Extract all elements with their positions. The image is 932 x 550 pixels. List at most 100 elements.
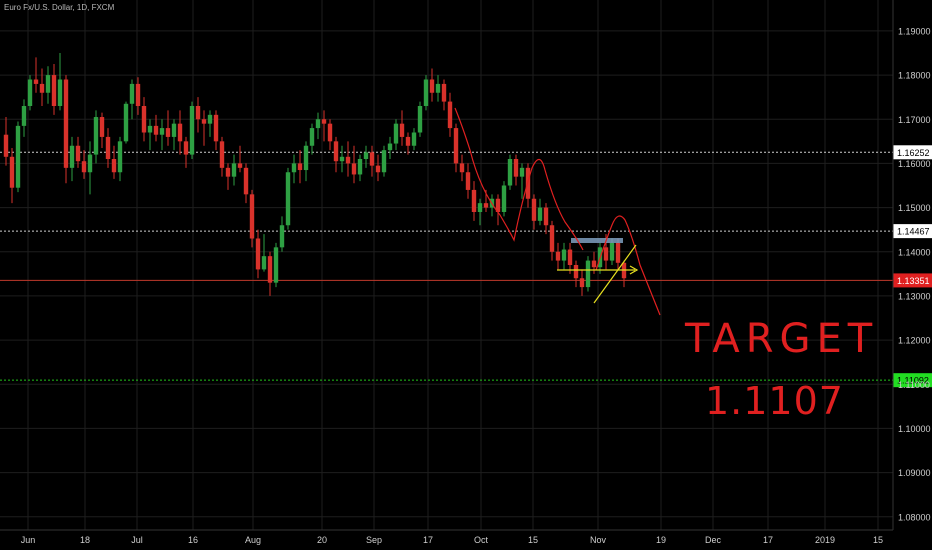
candle-body — [117, 141, 123, 173]
price-tick-label: 1.14000 — [898, 247, 931, 257]
level-price-label: 1.13351 — [897, 276, 930, 286]
target-value-label: 1.1107 — [705, 379, 844, 423]
candle-body — [315, 119, 321, 129]
candle-body — [567, 249, 573, 265]
chart-drawings[interactable]: TARGET 1.1107 — [454, 107, 878, 423]
time-tick-label: 15 — [873, 535, 883, 545]
candle-body — [561, 249, 567, 261]
candle-body — [459, 163, 465, 173]
candle-body — [351, 163, 357, 175]
candle-body — [453, 128, 459, 164]
candle-body — [339, 156, 345, 162]
time-tick-label: Sep — [366, 535, 382, 545]
candle-body — [303, 145, 309, 171]
grid-lines — [0, 0, 893, 530]
level-price-tag — [893, 373, 932, 388]
level-price-tag — [893, 224, 932, 239]
time-tick-label: 15 — [528, 535, 538, 545]
candle-body — [573, 265, 579, 279]
candle-body — [609, 242, 615, 261]
candle-body — [123, 103, 129, 142]
time-axis[interactable]: Jun 18 Jul 16 Aug 20 Sep 17 Oct 15 Nov 19 Dec 17 2019 1… — [0, 529, 893, 545]
time-tick-label: 20 — [317, 535, 327, 545]
candle-body — [171, 123, 177, 137]
candle-body — [63, 79, 69, 168]
candle-body — [441, 83, 447, 102]
time-tick-label: Nov — [590, 535, 607, 545]
level-price-label: 1.14467 — [897, 227, 930, 237]
candle-body — [447, 101, 453, 129]
candle-body — [57, 79, 63, 106]
candle-body — [261, 256, 267, 270]
horizontal-levels[interactable]: 1.16252 1.14467 1.13351 1.11092 — [0, 145, 932, 388]
candle-body — [39, 83, 45, 93]
candle-body — [219, 141, 225, 168]
candle-body — [477, 203, 483, 212]
resistance-zone-box — [571, 238, 623, 243]
candle-body — [51, 75, 57, 106]
candle-body — [333, 141, 339, 162]
level-price-tag — [893, 273, 932, 288]
price-tick-label: 1.18000 — [898, 71, 931, 81]
candle-body — [3, 134, 9, 157]
target-label: TARGET — [684, 316, 878, 362]
candle-body — [15, 125, 21, 188]
candle-body — [579, 278, 585, 288]
level-price-label: 1.16252 — [897, 148, 930, 158]
candle-body — [507, 159, 513, 186]
candle-body — [141, 106, 147, 133]
candle-body — [513, 159, 519, 177]
candle-body — [585, 260, 591, 288]
candle-body — [27, 79, 33, 106]
candle-body — [105, 136, 111, 159]
candle-body — [591, 260, 597, 268]
projection-curve-right — [595, 215, 661, 316]
candle-body — [615, 242, 621, 263]
candle-body — [285, 172, 291, 226]
candle-body — [345, 156, 351, 164]
price-tick-label: 1.19000 — [898, 26, 931, 36]
candle-body — [297, 163, 303, 171]
candle-body — [69, 145, 75, 168]
candle-body — [393, 123, 399, 144]
candle-body — [213, 114, 219, 142]
level-price-label: 1.11092 — [897, 376, 929, 386]
candle-body — [363, 152, 369, 159]
candle-body — [87, 154, 93, 173]
candle-body — [189, 106, 195, 155]
candle-body — [387, 143, 393, 151]
candle-body — [183, 141, 189, 155]
candle-body — [207, 114, 213, 124]
candle-body — [9, 156, 15, 188]
symbol-title: Euro Fx/U.S. Dollar, 1D, FXCM — [4, 3, 115, 12]
candle-body — [177, 123, 183, 142]
candle-body — [429, 79, 435, 93]
time-tick-label: Jun — [21, 535, 36, 545]
candle-body — [279, 225, 285, 248]
time-tick-label: Jul — [131, 535, 143, 545]
time-tick-label: Dec — [705, 535, 722, 545]
time-tick-label: 2019 — [815, 535, 835, 545]
time-tick-label: Oct — [474, 535, 489, 545]
price-tick-label: 1.15000 — [898, 203, 931, 213]
candle-body — [255, 238, 261, 270]
candle-body — [555, 251, 561, 261]
candle-body — [291, 163, 297, 173]
candle-body — [603, 247, 609, 261]
price-tick-label: 1.16000 — [898, 159, 931, 169]
candle-body — [267, 256, 273, 283]
projection-curve-left — [454, 107, 584, 251]
candle-body — [369, 152, 375, 166]
candle-body — [273, 247, 279, 283]
candle-body — [135, 83, 141, 106]
candle-body — [81, 161, 87, 173]
candle-body — [99, 117, 105, 137]
time-tick-label: Aug — [245, 535, 261, 545]
price-tick-label: 1.08000 — [898, 512, 931, 522]
time-tick-label: 19 — [656, 535, 666, 545]
candle-body — [327, 123, 333, 142]
price-axis[interactable]: 1.19000 1.18000 1.17000 1.16000 1.15000 1.140… — [892, 0, 931, 530]
candle-body — [249, 194, 255, 239]
